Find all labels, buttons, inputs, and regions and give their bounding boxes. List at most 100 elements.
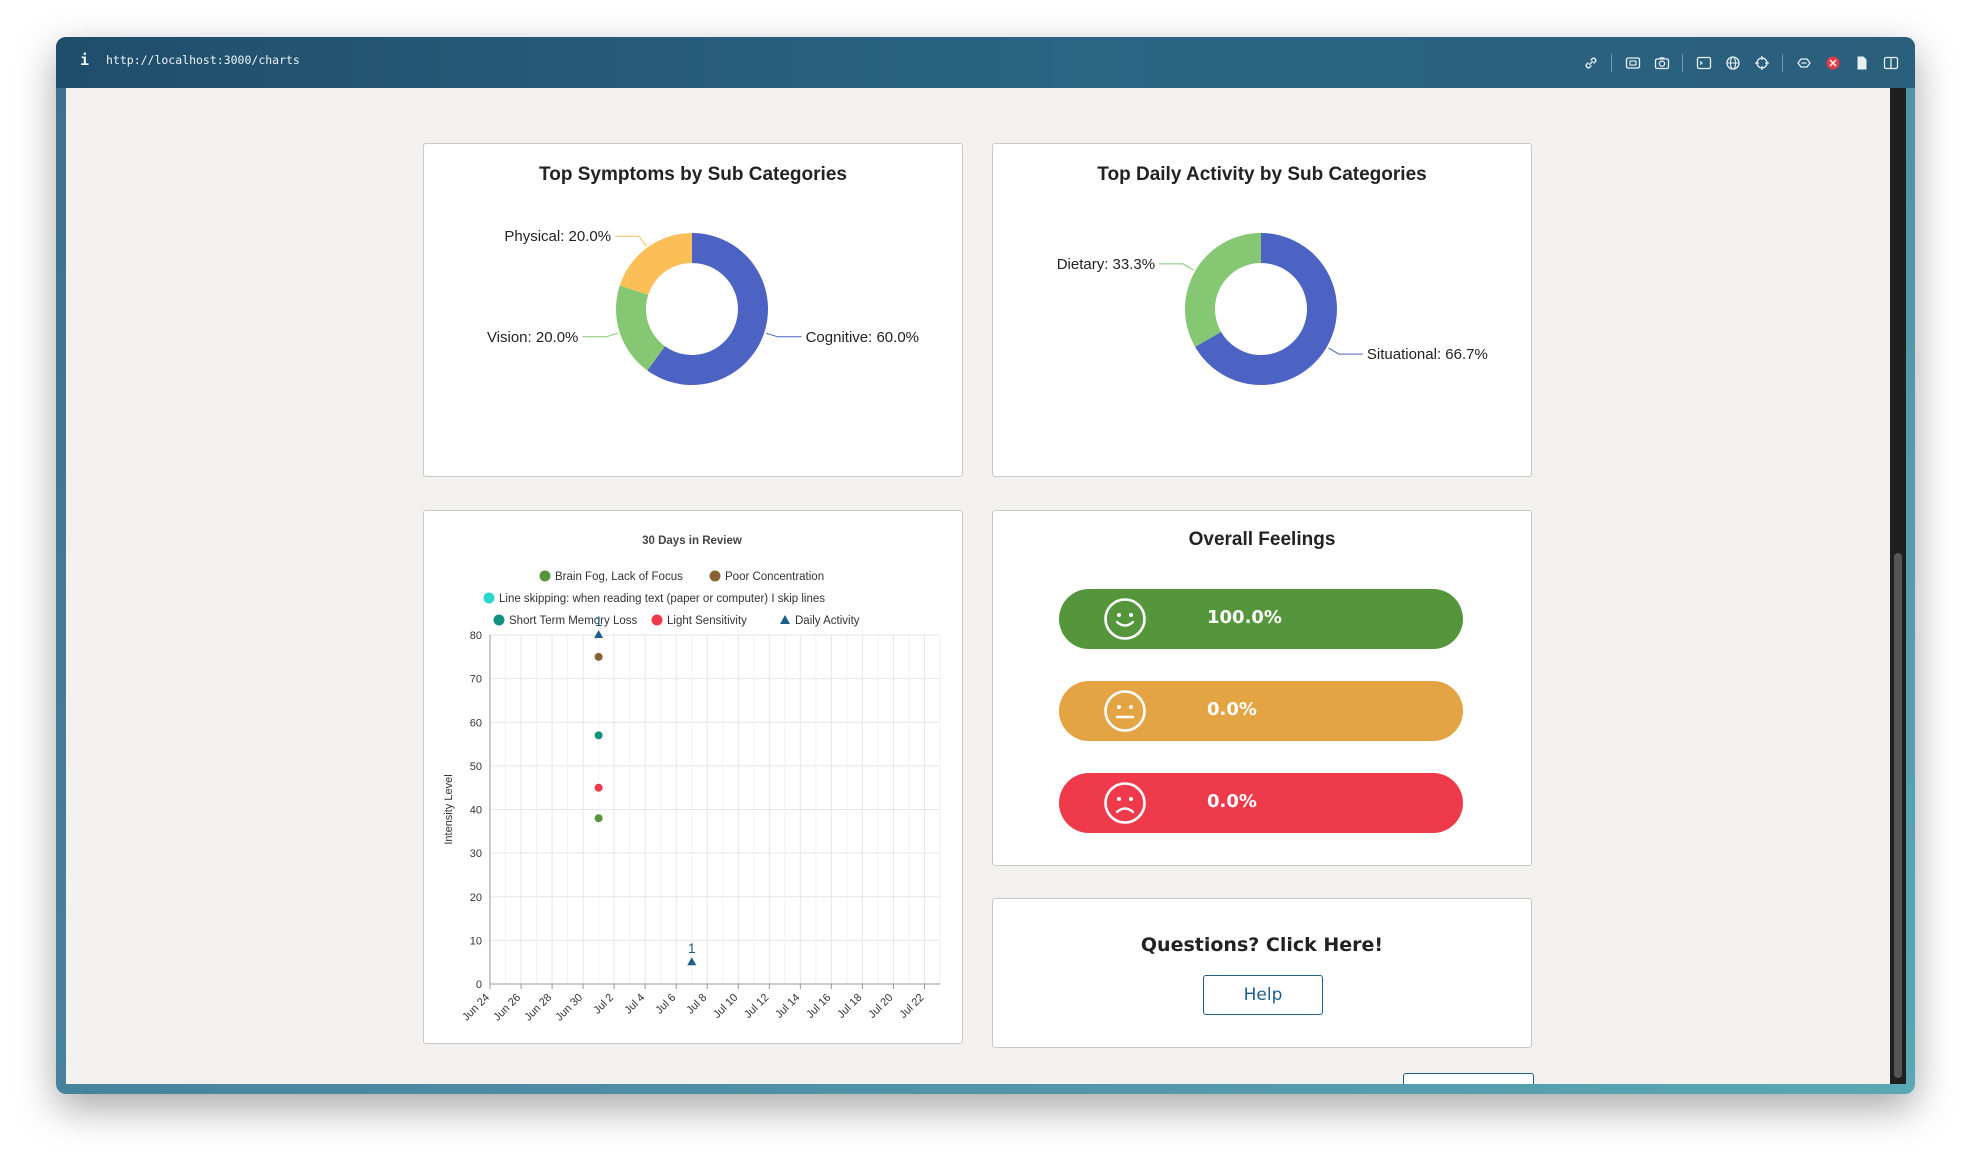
x-tick-label: Jul 12: [742, 992, 771, 1021]
symptoms-donut-chart: Cognitive: 60.0% Vision: 20.0% Physical: 2…: [487, 228, 919, 385]
symptoms-leader-line: [615, 235, 647, 247]
document-icon[interactable]: [1853, 55, 1870, 72]
activity-slice[interactable]: [1185, 233, 1261, 347]
activity-donut-chart: Situational: 66.7% Dietary: 33.3%: [1057, 233, 1488, 385]
browser-toolbar: i http://localhost:3000/charts: [56, 37, 1915, 88]
feelings-card: Overall Feelings 100.0% 0.0%: [992, 510, 1532, 866]
legend-label[interactable]: Poor Concentration: [725, 571, 824, 583]
screenshot-area-icon[interactable]: [1624, 55, 1641, 72]
x-tick-label: Jul 14: [773, 992, 802, 1021]
x-tick-label: Jul 2: [591, 992, 616, 1017]
y-axis-label: Intensity Level: [443, 774, 455, 844]
questions-card: Questions? Click Here! Help: [992, 898, 1532, 1048]
symptoms-slice-label: Physical: 20.0%: [504, 228, 611, 245]
happy-feeling-bar: 100.0%: [1059, 589, 1463, 649]
neutral-feeling-bar: 0.0%: [1059, 681, 1463, 741]
activity-slice-label: Situational: 66.7%: [1367, 346, 1488, 363]
legend-label[interactable]: Line skipping: when reading text (paper …: [499, 593, 825, 605]
sad-feeling-value: 0.0%: [1207, 791, 1257, 812]
globe-icon[interactable]: [1724, 55, 1741, 72]
sad-face-icon: [1104, 782, 1146, 824]
legend-label[interactable]: Daily Activity: [795, 615, 860, 627]
happy-face-icon: [1104, 598, 1146, 640]
link-icon[interactable]: [1582, 55, 1599, 72]
legend-label[interactable]: Light Sensitivity: [667, 615, 747, 627]
symptoms-chart-card: Top Symptoms by Sub Categories Cognitive…: [423, 143, 963, 477]
symptom-point[interactable]: [594, 652, 603, 661]
symptoms-leader-line: [766, 332, 802, 338]
neutral-face-icon: [1104, 690, 1146, 732]
point-label: 1: [688, 940, 696, 956]
y-tick-label: 10: [470, 935, 482, 947]
y-tick-label: 0: [476, 979, 482, 991]
happy-feeling-value: 100.0%: [1207, 607, 1282, 628]
legend-marker: [709, 570, 721, 582]
toolbar-divider: [1611, 54, 1612, 72]
vertical-scrollbar[interactable]: [1890, 88, 1906, 1084]
symptoms-slice[interactable]: [647, 233, 768, 385]
x-tick-label: Jul 8: [684, 992, 709, 1017]
blocked-icon[interactable]: [1824, 55, 1841, 72]
camera-icon[interactable]: [1653, 55, 1670, 72]
legend-marker: [493, 614, 505, 626]
toolbar-divider: [1782, 54, 1783, 72]
extension-icon[interactable]: [1795, 55, 1812, 72]
crosshair-icon[interactable]: [1753, 55, 1770, 72]
symptoms-leader-line: [582, 332, 618, 338]
review-chart-title: 30 Days in Review: [642, 535, 742, 547]
info-icon[interactable]: i: [80, 51, 90, 69]
toolbar-divider: [1682, 54, 1683, 72]
review-scatter-chart: 30 Days in Review Brain Fog, Lack of Focu…: [443, 535, 941, 1024]
browser-window: i http://localhost:3000/charts: [56, 37, 1915, 1094]
review-chart-card: 30 Days in Review Brain Fog, Lack of Focu…: [423, 510, 963, 1044]
activity-chart-title: Top Daily Activity by Sub Categories: [1097, 164, 1427, 185]
x-tick-label: Jun 26: [491, 992, 523, 1024]
sidebar-toggle-icon[interactable]: [1882, 55, 1899, 72]
activity-slice[interactable]: [1195, 233, 1337, 385]
scrollbar-thumb[interactable]: [1894, 553, 1902, 1078]
symptoms-slice-label: Vision: 20.0%: [487, 329, 578, 346]
x-tick-label: Jul 20: [866, 992, 895, 1021]
x-tick-label: Jul 22: [897, 992, 926, 1021]
y-tick-label: 30: [470, 848, 482, 860]
symptom-point[interactable]: [594, 783, 603, 792]
y-tick-label: 70: [470, 674, 482, 686]
export-pdf-button[interactable]: Export as PDF: [1403, 1073, 1534, 1084]
daily-activity-point[interactable]: [594, 630, 604, 638]
symptom-point[interactable]: [594, 814, 603, 823]
activity-slice-label: Dietary: 33.3%: [1057, 256, 1155, 273]
legend-marker: [780, 615, 790, 624]
legend-marker: [483, 592, 495, 604]
y-tick-label: 60: [470, 717, 482, 729]
x-tick-label: Jun 30: [553, 992, 585, 1024]
x-tick-label: Jul 16: [804, 992, 833, 1021]
terminal-icon[interactable]: [1695, 55, 1712, 72]
questions-title: Questions? Click Here!: [1140, 934, 1384, 956]
point-label: 1: [595, 613, 603, 629]
y-tick-label: 50: [470, 761, 482, 773]
x-tick-label: Jul 4: [622, 992, 647, 1017]
legend-marker: [651, 614, 663, 626]
x-tick-label: Jun 28: [522, 992, 554, 1024]
symptom-point[interactable]: [594, 731, 603, 740]
x-tick-label: Jul 18: [835, 992, 864, 1021]
y-tick-label: 80: [470, 630, 482, 642]
legend-label[interactable]: Short Term Memory Loss: [509, 615, 637, 627]
page-content: Top Symptoms by Sub Categories Cognitive…: [66, 88, 1890, 1084]
symptoms-slice[interactable]: [619, 233, 692, 295]
address-bar[interactable]: http://localhost:3000/charts: [106, 53, 300, 67]
toolbar-icons: [1582, 53, 1899, 73]
feelings-title: Overall Feelings: [1188, 529, 1336, 550]
daily-activity-point[interactable]: [687, 957, 697, 966]
x-tick-label: Jun 24: [460, 992, 492, 1024]
help-button[interactable]: Help: [1203, 975, 1323, 1015]
activity-leader-line: [1159, 263, 1194, 271]
sad-feeling-bar: 0.0%: [1059, 773, 1463, 833]
activity-leader-line: [1328, 347, 1363, 355]
legend-marker: [539, 570, 551, 582]
legend-label[interactable]: Brain Fog, Lack of Focus: [555, 571, 683, 583]
y-tick-label: 40: [470, 805, 482, 817]
symptoms-slice-label: Cognitive: 60.0%: [806, 329, 919, 346]
symptoms-slice[interactable]: [616, 285, 665, 371]
x-tick-label: Jul 10: [711, 992, 740, 1021]
